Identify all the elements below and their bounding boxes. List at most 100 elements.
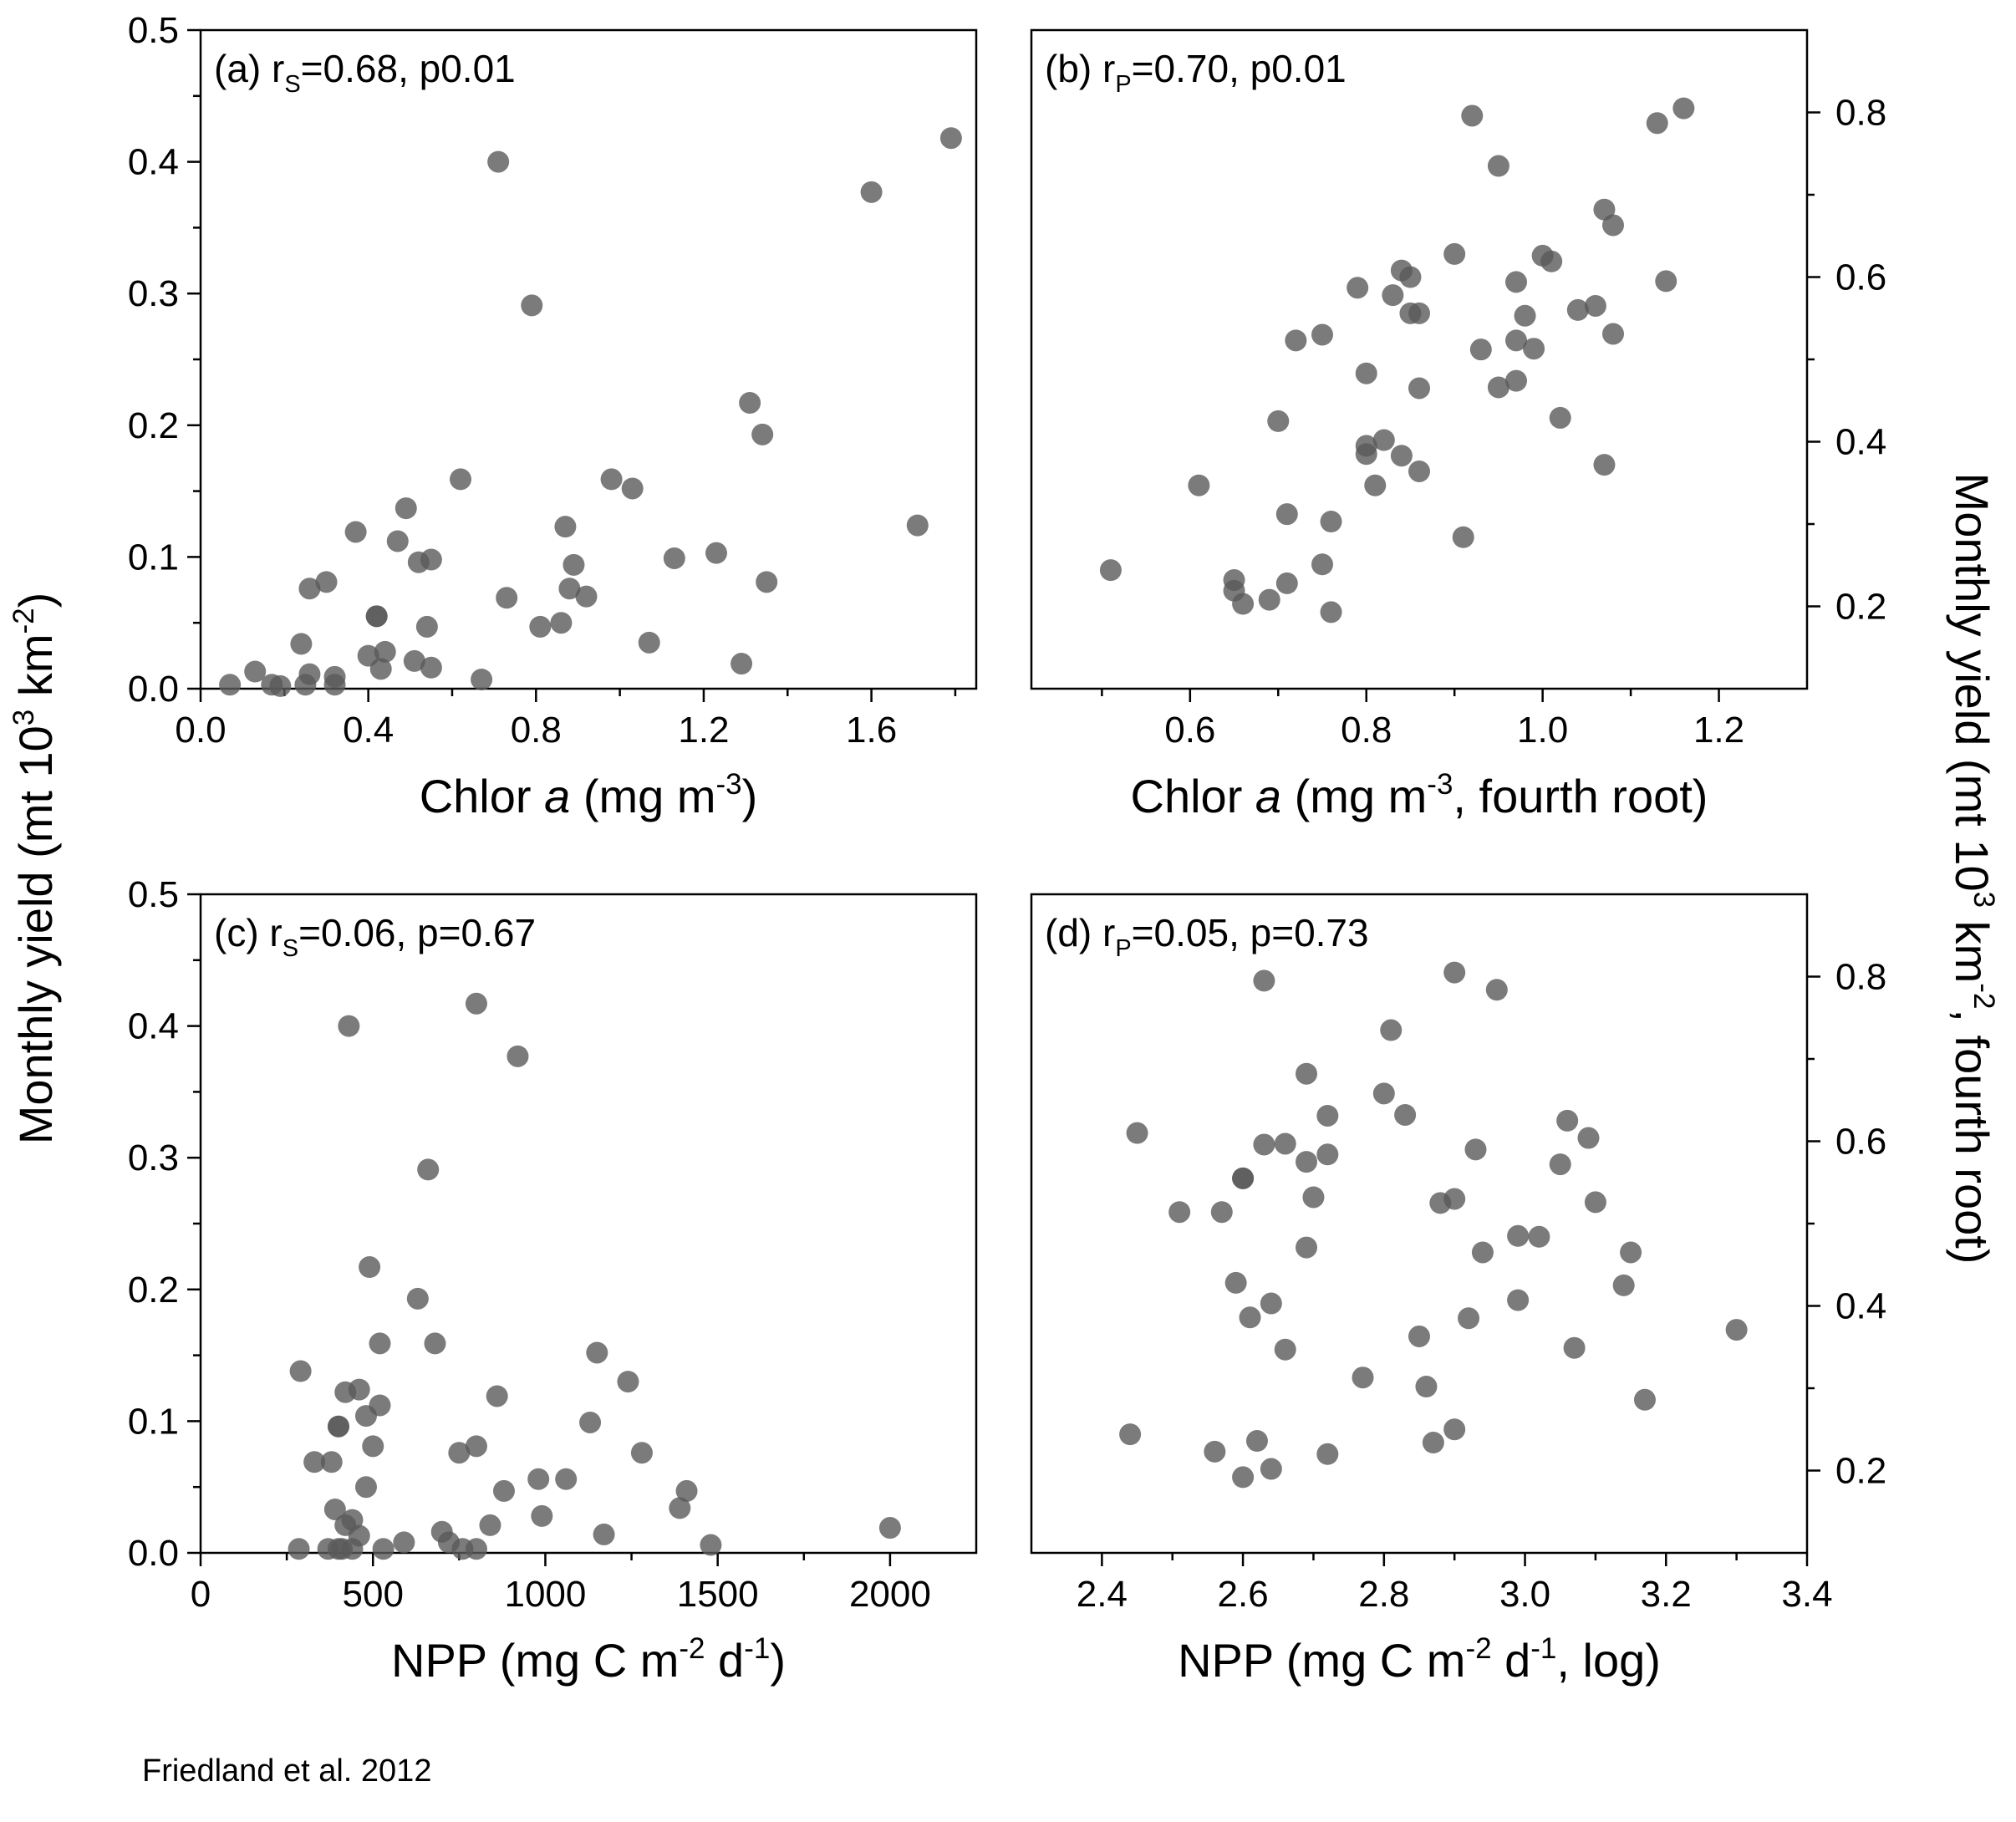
data-point xyxy=(1593,454,1616,476)
x-tick-label: 2.6 xyxy=(1218,1574,1269,1615)
data-point xyxy=(323,665,346,688)
y-tick-label: 0.6 xyxy=(1835,257,1886,298)
data-point xyxy=(705,542,727,564)
data-point xyxy=(1415,1376,1438,1398)
data-point xyxy=(1461,104,1484,127)
data-point xyxy=(1443,1188,1466,1210)
data-point xyxy=(1239,1306,1261,1329)
data-point xyxy=(527,1468,550,1490)
plot-frame xyxy=(1030,28,1809,690)
data-point xyxy=(1584,1191,1606,1214)
data-point xyxy=(1523,338,1545,360)
data-point xyxy=(1224,1271,1247,1294)
data-point xyxy=(1311,323,1333,346)
data-point xyxy=(1549,1153,1571,1176)
x-axis-label: NPP (mg C m-2 d-1, log) xyxy=(1178,1632,1661,1687)
data-point xyxy=(1646,112,1668,135)
data-point xyxy=(1458,1307,1480,1330)
data-point xyxy=(1672,97,1695,120)
x-tick-label: 2.8 xyxy=(1358,1574,1409,1615)
panel-b: 0.6 0.8 1.0 1.2 0.2 0.4 0.6 0.8 Chlor a (mg m-3,… xyxy=(1030,28,1886,822)
data-point xyxy=(1296,1062,1318,1085)
data-point xyxy=(365,605,388,628)
y-tick-label: 0.0 xyxy=(128,669,179,710)
data-point xyxy=(1556,1109,1579,1132)
data-point xyxy=(1253,1133,1275,1156)
data-point xyxy=(1452,526,1474,548)
data-point xyxy=(465,992,487,1015)
data-point xyxy=(563,553,585,576)
data-point xyxy=(338,1015,360,1037)
panel-d: 2.4 2.6 2.8 3.0 3.2 3.4 0.2 0.4 0.6 0.8 NPP (mg C … xyxy=(1030,893,1886,1687)
x-tick-label: 1.0 xyxy=(1517,710,1568,751)
y-tick-label: 0.4 xyxy=(1835,422,1886,463)
data-point xyxy=(496,587,518,609)
x-tick-label: 0.8 xyxy=(1341,710,1392,751)
data-point xyxy=(269,674,292,697)
data-point xyxy=(315,571,338,593)
data-point xyxy=(1275,503,1298,526)
data-point xyxy=(1514,304,1536,327)
data-point xyxy=(731,653,753,675)
data-point xyxy=(1485,979,1508,1001)
data-point xyxy=(593,1523,615,1545)
data-point xyxy=(1223,568,1245,591)
data-point xyxy=(420,548,442,571)
data-point xyxy=(669,1497,691,1519)
panel-annotation: (a) rS=0.68, p0.01 xyxy=(214,47,516,98)
data-point xyxy=(1620,1241,1642,1264)
data-point xyxy=(359,1256,381,1279)
data-point xyxy=(621,477,644,500)
data-point xyxy=(1364,474,1387,496)
data-point xyxy=(756,571,778,593)
data-point xyxy=(1355,435,1377,457)
data-point xyxy=(600,468,623,491)
x-tick-label: 1500 xyxy=(677,1574,759,1615)
data-point xyxy=(586,1341,608,1364)
data-point xyxy=(244,660,267,683)
y-tick-label: 0.1 xyxy=(128,537,179,578)
data-point xyxy=(1584,294,1606,317)
data-point xyxy=(1260,1292,1282,1315)
x-tick-label: 2.4 xyxy=(1077,1574,1128,1615)
data-point xyxy=(344,521,367,543)
data-point xyxy=(1390,445,1413,467)
data-point xyxy=(1505,271,1527,293)
data-point xyxy=(1274,1338,1296,1361)
y-tick-label: 0.1 xyxy=(128,1401,179,1442)
x-tick-label: 3.0 xyxy=(1499,1574,1550,1615)
x-tick-label: 2000 xyxy=(849,1574,931,1615)
data-point xyxy=(219,674,242,696)
data-point xyxy=(1316,1104,1339,1127)
data-point xyxy=(906,514,929,537)
data-point xyxy=(348,1524,370,1547)
data-point xyxy=(1505,329,1527,352)
y-tick-label: 0.2 xyxy=(1835,1451,1886,1492)
data-point xyxy=(575,585,598,608)
x-tick-label: 1000 xyxy=(504,1574,586,1615)
data-point xyxy=(1563,1336,1586,1359)
x-tick-label: 1.2 xyxy=(678,710,729,751)
data-point xyxy=(1487,155,1509,177)
data-point xyxy=(406,1287,429,1310)
data-point xyxy=(1302,1186,1325,1209)
panel-annotation: (d) rP=0.05, p=0.73 xyxy=(1045,911,1369,962)
data-point xyxy=(1316,1143,1339,1166)
data-point xyxy=(1633,1388,1656,1411)
data-point xyxy=(403,649,425,672)
data-point xyxy=(492,1479,515,1502)
data-point xyxy=(675,1479,698,1502)
data-point xyxy=(1408,460,1430,482)
x-tick-label: 1.6 xyxy=(846,710,897,751)
data-point xyxy=(1260,1458,1282,1480)
data-point xyxy=(1311,553,1333,576)
data-point xyxy=(1099,559,1122,582)
data-point xyxy=(1274,1132,1296,1155)
data-point xyxy=(1399,266,1422,288)
data-point xyxy=(700,1534,722,1556)
data-point xyxy=(1655,270,1677,293)
data-point xyxy=(1602,214,1624,237)
data-point xyxy=(1210,1201,1233,1224)
y-tick-label: 0.8 xyxy=(1835,957,1886,998)
y-tick-label: 0.0 xyxy=(128,1533,179,1574)
